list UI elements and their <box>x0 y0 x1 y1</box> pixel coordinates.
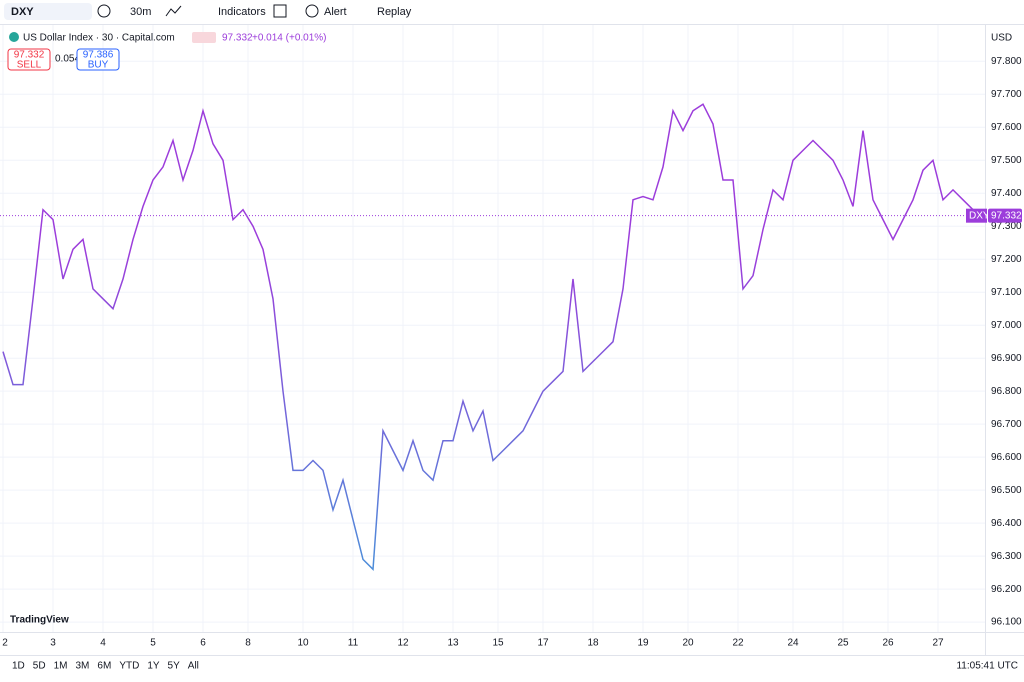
legend-title: US Dollar Index · 30 · Capital.com <box>23 33 175 44</box>
y-tick-label: 97.700 <box>991 89 1022 100</box>
add-icon[interactable] <box>97 4 111 18</box>
sell-price[interactable]: 97.332 <box>14 50 45 61</box>
x-tick-label: 18 <box>587 638 599 649</box>
range-button[interactable]: YTD <box>119 661 139 672</box>
x-tick-label: 20 <box>682 638 694 649</box>
symbol-logo <box>9 32 19 42</box>
range-button[interactable]: All <box>188 661 199 672</box>
alert-icon[interactable] <box>305 4 319 18</box>
range-button[interactable]: 6M <box>97 661 111 672</box>
y-tick-label: 96.900 <box>991 353 1022 364</box>
y-tick-label: 96.200 <box>991 584 1022 595</box>
toolbar <box>0 0 1024 24</box>
currency[interactable]: USD <box>991 33 1012 44</box>
y-tick-label: 97.500 <box>991 155 1022 166</box>
x-tick-label: 26 <box>882 638 894 649</box>
chart-type-icon[interactable] <box>165 5 182 17</box>
y-tick-label: 97.100 <box>991 287 1022 298</box>
x-tick-label: 8 <box>245 638 251 649</box>
alert[interactable]: Alert <box>324 6 347 18</box>
x-tick-label: 4 <box>100 638 106 649</box>
buy-price[interactable]: 97.386 <box>83 50 114 61</box>
x-tick-label: 27 <box>932 638 944 649</box>
sell-button[interactable] <box>7 48 51 71</box>
x-tick-label: 22 <box>732 638 744 649</box>
last-price-label: 97.332 <box>991 210 1022 221</box>
legend-price: 97.332 <box>222 33 253 44</box>
symbol-tag: DXY <box>969 210 990 221</box>
symbol-tag-box <box>966 208 987 223</box>
y-tick-label: 97.200 <box>991 254 1022 265</box>
spread: 0.054 <box>55 54 80 65</box>
interval[interactable]: 30m <box>130 6 151 18</box>
y-tick-label: 96.800 <box>991 386 1022 397</box>
x-tick-label: 17 <box>537 638 549 649</box>
x-tick-label: 15 <box>492 638 504 649</box>
layout-icon[interactable] <box>273 4 287 18</box>
range-button[interactable]: 5D <box>33 661 46 672</box>
y-tick-label: 96.100 <box>991 617 1022 628</box>
y-tick-label: 96.700 <box>991 419 1022 430</box>
brand: TradingView <box>10 615 69 626</box>
x-tick-label: 2 <box>2 638 8 649</box>
range-button[interactable]: 1D <box>12 661 25 672</box>
range-button[interactable]: 1M <box>54 661 68 672</box>
y-tick-label: 96.300 <box>991 551 1022 562</box>
buy-button[interactable] <box>76 48 120 71</box>
y-tick-label: 96.400 <box>991 518 1022 529</box>
x-tick-label: 12 <box>397 638 409 649</box>
clock: 11:05:41 UTC <box>956 661 1018 672</box>
symbol[interactable]: DXY <box>11 6 34 18</box>
y-tick-label: 97.000 <box>991 320 1022 331</box>
last-price-box <box>988 208 1022 223</box>
x-tick-label: 25 <box>837 638 849 649</box>
range-button[interactable]: 3M <box>76 661 90 672</box>
y-tick-label: 97.800 <box>991 56 1022 67</box>
indicators[interactable]: Indicators <box>218 6 266 18</box>
x-tick-label: 11 <box>348 638 359 649</box>
currency-box[interactable] <box>987 31 1019 45</box>
legend-badge <box>192 32 216 43</box>
range-button[interactable]: 5Y <box>168 661 181 672</box>
symbol-box[interactable] <box>4 3 92 20</box>
x-tick-label: 5 <box>150 638 156 649</box>
x-tick-label: 24 <box>787 638 799 649</box>
price-line <box>2 103 984 571</box>
y-tick-label: 97.600 <box>991 122 1022 133</box>
x-tick-label: 10 <box>297 638 309 649</box>
x-tick-label: 13 <box>447 638 459 649</box>
buy-label[interactable]: BUY <box>88 60 109 71</box>
y-tick-label: 97.400 <box>991 188 1022 199</box>
replay[interactable]: Replay <box>377 6 412 18</box>
y-tick-label: 97.300 <box>991 221 1022 232</box>
y-tick-label: 96.600 <box>991 452 1022 463</box>
x-tick-label: 19 <box>637 638 649 649</box>
legend-change: +0.014 (+0.01%) <box>252 33 327 44</box>
x-tick-label: 3 <box>50 638 56 649</box>
x-tick-label: 6 <box>200 638 206 649</box>
y-tick-label: 96.500 <box>991 485 1022 496</box>
range-button[interactable]: 1Y <box>147 661 160 672</box>
sell-label[interactable]: SELL <box>17 60 42 71</box>
